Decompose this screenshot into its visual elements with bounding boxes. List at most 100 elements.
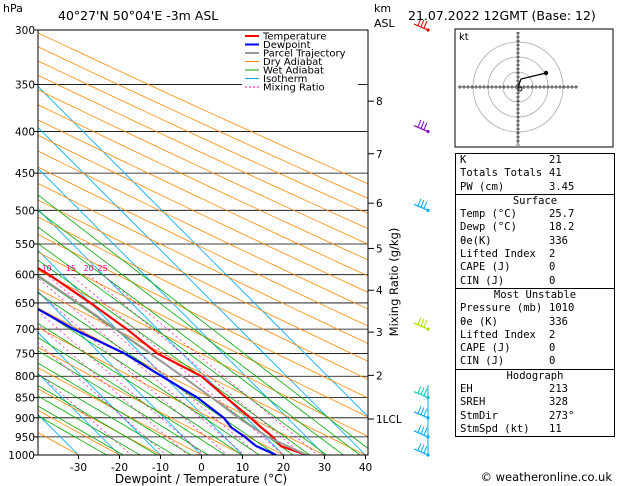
wet-adiabat — [38, 395, 141, 455]
dewpoint-line — [38, 307, 277, 455]
dry-adiabat — [38, 89, 368, 245]
wind-barb-flag — [423, 408, 428, 417]
wind-barb-flag — [417, 385, 422, 394]
index-label: Temp (°C) — [460, 208, 517, 221]
x-axis-label: Dewpoint / Temperature (°C) — [115, 472, 287, 486]
index-row: StmSpd (kt) 11 — [456, 423, 614, 436]
wind-barb — [413, 443, 430, 457]
wind-barb-flag — [423, 319, 428, 328]
wind-barb-dot — [426, 327, 430, 331]
index-label: Totals Totals — [460, 167, 543, 180]
hodograph-trace — [517, 72, 547, 88]
wind-barb-flag — [417, 406, 422, 414]
index-label: K — [460, 154, 467, 166]
dry-adiabat — [38, 104, 368, 261]
storm-motion-marker — [517, 86, 523, 92]
hodograph: kt — [454, 28, 614, 148]
wind-barb-shaft — [413, 23, 429, 31]
wind-barb-flag — [417, 119, 422, 128]
index-label: Pressure (mb) — [460, 302, 543, 315]
wet-adiabat — [38, 210, 361, 455]
index-value: 41 — [549, 167, 562, 180]
wind-barb-flag — [420, 444, 425, 452]
wind-barb-shaft — [413, 322, 429, 330]
mixing-ratio-label: 10 — [42, 264, 52, 273]
dry-adiabat — [38, 346, 244, 455]
index-label: θe (K) — [460, 315, 498, 328]
temperature-line — [38, 266, 308, 455]
dry-adiabat — [38, 307, 326, 455]
pressure-tick-label: 600 — [15, 270, 35, 282]
isotherm — [38, 331, 162, 455]
wind-barb-shaft — [413, 203, 429, 211]
km-tick-label: 7 — [376, 149, 383, 161]
index-value: 336 — [549, 315, 568, 328]
pressure-tick-label: 750 — [15, 348, 35, 360]
wind-barb-dot — [426, 129, 430, 134]
wind-barb-dot — [426, 28, 430, 32]
km-tick-label: 3 — [376, 327, 383, 339]
mixing-ratio-line — [38, 291, 228, 455]
wet-adiabat — [38, 385, 158, 455]
pressure-tick-label: 1000 — [8, 450, 35, 462]
temperature-tick-label: -30 — [70, 462, 87, 474]
index-row: EH 213 — [456, 383, 614, 396]
hodograph-indices: Hodograph EH 213 SREH 328 StmDir 273° StmSpd (… — [455, 368, 615, 438]
index-row: Dewp (°C) 18.2 — [456, 221, 614, 234]
index-label: CAPE (J) — [460, 342, 511, 355]
index-value: 336 — [549, 234, 568, 247]
wet-adiabat — [38, 405, 125, 455]
index-value: 25.7 — [549, 208, 575, 221]
wind-barb-flag — [420, 387, 425, 395]
wind-barb-flag — [420, 426, 425, 434]
axes: 3003504004505005506006507007508008509009… — [8, 25, 402, 474]
pressure-tick-label: 850 — [15, 393, 35, 405]
dry-adiabat — [38, 32, 368, 185]
pressure-tick-label: 300 — [15, 25, 35, 37]
pressure-tick-label: 500 — [15, 205, 35, 217]
mixing-ratio-line — [38, 324, 189, 455]
general-indices: K 21 Totals Totals 41 PW (cm) 3.45 — [455, 153, 615, 195]
wind-barb — [413, 198, 430, 212]
km-tick-label: 8 — [376, 96, 383, 108]
wind-barb-flag — [420, 121, 425, 129]
wind-barb — [413, 425, 430, 439]
wind-barb — [413, 385, 430, 400]
index-value: 0 — [549, 342, 556, 355]
indices-panel: K 21 Totals Totals 41 PW (cm) 3.45 Surface Te… — [455, 153, 615, 438]
index-label: StmSpd (kt) — [460, 422, 530, 435]
plot-frame — [37, 29, 369, 456]
profile-curves — [38, 266, 308, 455]
mixing-ratio-line — [88, 274, 304, 455]
index-row: θe(K) 336 — [456, 235, 614, 248]
index-row: Lifted Index 2 — [456, 329, 614, 342]
temperature-tick-label: 0 — [198, 462, 205, 474]
index-value: 0 — [549, 274, 556, 287]
isotherm — [0, 6, 14, 473]
wind-barb-shaft — [413, 391, 429, 399]
dry-adiabat — [38, 269, 368, 437]
dry-adiabat — [38, 388, 162, 455]
hodograph-frame — [454, 28, 614, 148]
legend-entry: Temperature — [262, 32, 326, 43]
wet-adiabat — [38, 337, 226, 455]
index-row: CAPE (J) 0 — [456, 261, 614, 274]
index-row: Pressure (mb) 1010 — [456, 302, 614, 315]
index-value: 18.2 — [549, 221, 575, 234]
datetime-title: 21.07.2022 12GMT (Base: 12) — [408, 8, 596, 23]
hodograph-end-dot — [543, 70, 549, 76]
hodograph-kt-label: kt — [459, 32, 469, 43]
legend-entry: Isotherm — [263, 74, 307, 85]
wind-barb-flag — [423, 388, 428, 396]
index-value: 2 — [549, 328, 556, 341]
wet-adiabat — [38, 350, 209, 455]
index-label: Dewp (°C) — [460, 221, 517, 234]
pressure-tick-label: 550 — [15, 239, 35, 251]
index-value: 328 — [549, 396, 568, 409]
isotherm — [38, 167, 326, 455]
mixing-ratio-line — [70, 274, 285, 455]
legend-entry: Mixing Ratio — [263, 83, 325, 94]
index-row: θe (K) 336 — [456, 316, 614, 329]
most-unstable-indices: Most Unstable Pressure (mb) 1010 θe (K) 336… — [455, 287, 615, 370]
dry-adiabat — [38, 251, 368, 418]
